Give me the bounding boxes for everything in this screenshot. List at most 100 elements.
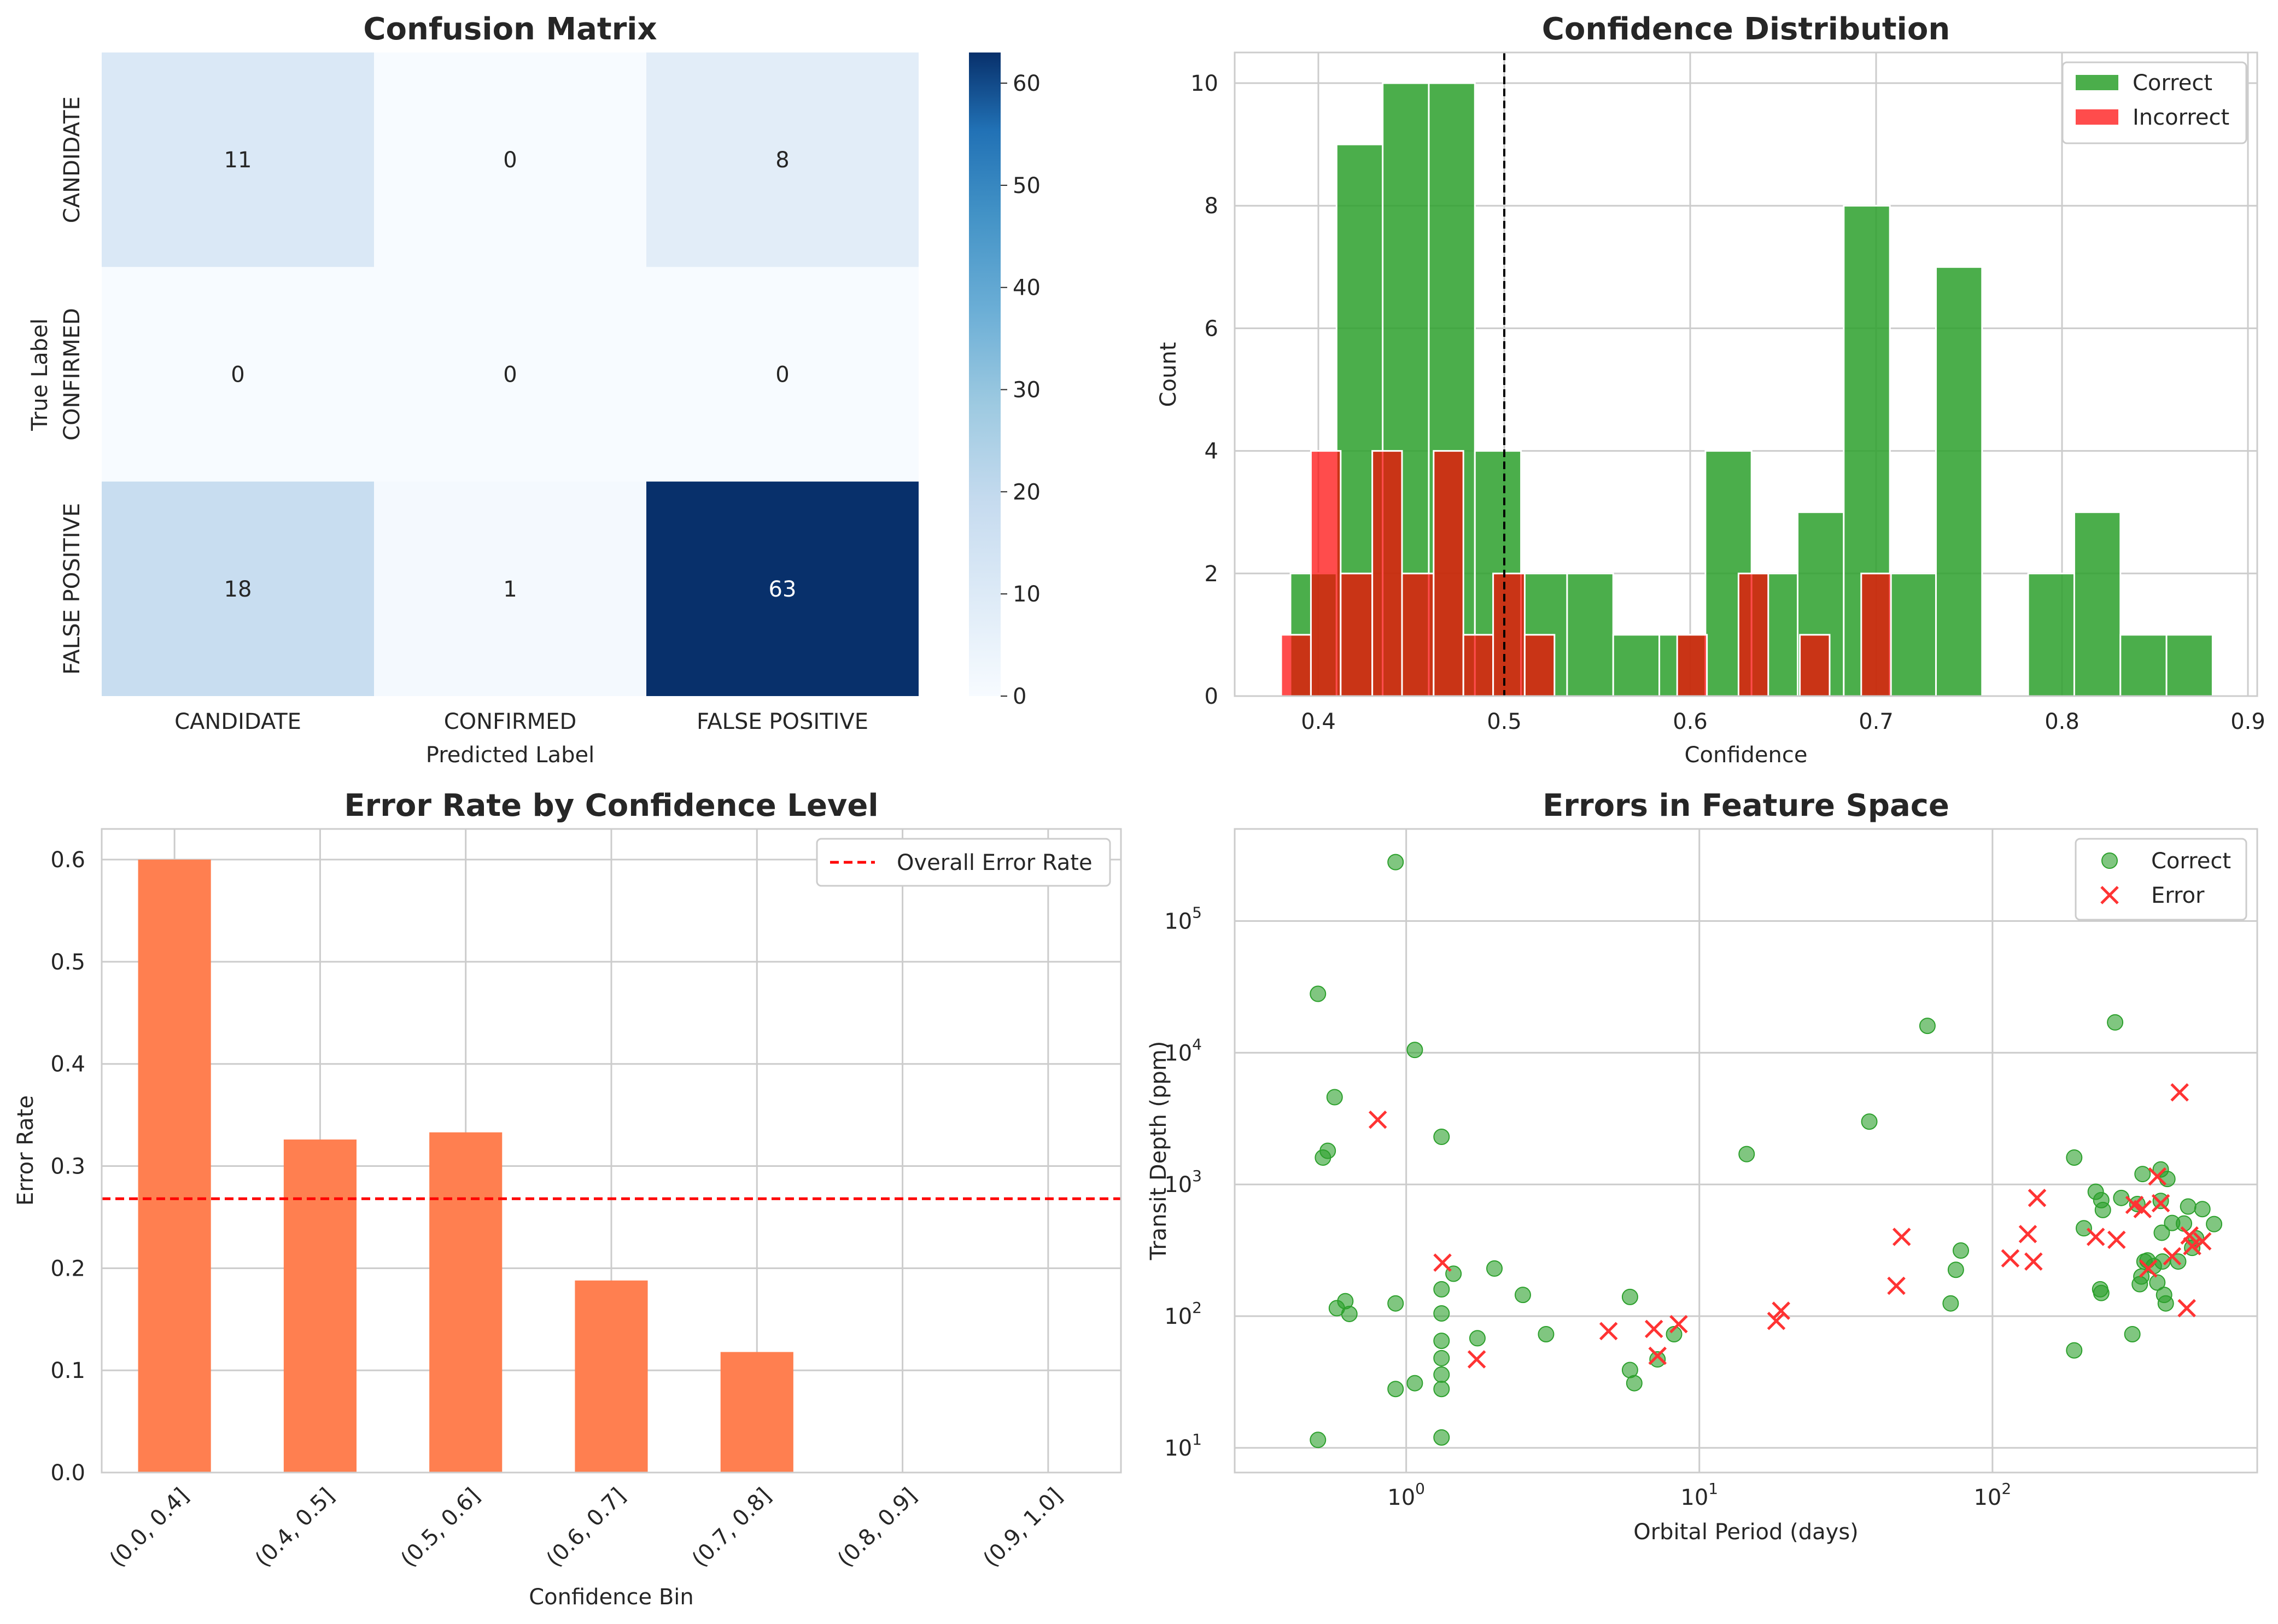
correct-point [1626,1375,1643,1392]
legend-swatch-incorrect [2076,109,2118,125]
y-tick-label: 0 [1205,684,1218,709]
correct-point [1947,1261,1964,1278]
correct-point [2153,1224,2170,1241]
x-tick-label: FALSE POSITIVE [697,709,868,734]
heatmap-cell [374,52,646,267]
confidence-distribution-title: Confidence Distribution [1542,11,1950,47]
error-rate-xlabel: Confidence Bin [529,1585,694,1610]
error-point [1772,1301,1790,1320]
error-rate-frame [101,828,1122,1474]
correct-point [2094,1201,2111,1218]
error-point [2163,1247,2182,1266]
correct-point [1326,1089,1343,1106]
colorbar-gradient [969,52,1001,696]
confidence-distribution-bars [1280,52,2213,697]
x-tick-label: (0.9, 1.0] [978,1483,1067,1573]
correct-bar [1566,573,1614,697]
error-point [2177,1299,2196,1318]
heatmap-cell-value: 63 [769,577,797,602]
error-rate-bar [575,1280,648,1473]
correct-point [2107,1014,2124,1031]
incorrect-bar [1280,634,1312,697]
legend-label-incorrect: Incorrect [2133,105,2229,130]
error-point [1467,1350,1486,1369]
incorrect-bar [1371,450,1403,697]
feature-space-points [1310,854,2223,1448]
error-point [2018,1225,2037,1243]
y-tick-label: 0.5 [50,950,85,975]
correct-point [1514,1287,1531,1304]
legend-label-scatter-correct: Correct [2151,849,2231,874]
correct-point [1538,1325,1555,1342]
correct-bar [1612,634,1661,697]
incorrect-bar [1523,634,1556,697]
heatmap-cell [102,52,374,267]
error-rate-bar [429,1132,503,1473]
confidence-distribution-panel: Confidence Distribution 0.4 0.5 0.6 0.7 0.8 0… [1156,11,2265,768]
correct-point [2149,1274,2166,1291]
error-point [2107,1230,2126,1249]
error-rate-bars [102,860,1121,1473]
heatmap-cell-value: 0 [775,363,789,388]
correct-point [1310,1432,1327,1448]
correct-point [1433,1350,1450,1366]
error-point [2183,1237,2201,1255]
correct-point [2066,1342,2083,1359]
y-tick-label: 4 [1205,439,1218,464]
legend-label-overall-error-rate: Overall Error Rate [897,850,1093,875]
confidence-distribution-legend: Correct Incorrect [2061,61,2247,144]
x-tick-label: (0.7, 0.8] [687,1483,776,1573]
correct-point [1433,1305,1450,1322]
correct-point [1433,1381,1450,1398]
correct-bar [2165,634,2213,697]
correct-point [2124,1325,2141,1342]
colorbar-tick-label: 20 [1013,480,1041,505]
error-rate-bar [283,1139,357,1473]
y-tick-label: 2 [1205,562,1218,587]
x-tick-label: 0.6 [1673,709,1708,734]
confidence-distribution-ylabel: Count [1156,342,1181,407]
colorbar-tick-label: 60 [1013,71,1041,96]
correct-point [2194,1201,2211,1218]
error-rate-title: Error Rate by Confidence Level [344,788,878,823]
x-tick-label: (0.8, 0.9] [833,1483,922,1573]
feature-space-ylabel: Transit Depth (ppm) [1146,1041,1171,1261]
y-tick-label: 10 [1190,71,1218,96]
y-tick-label: 0.6 [50,848,85,873]
y-tick-label: 105 [1164,903,1202,934]
correct-point [1952,1242,1969,1259]
y-tick-label: 104 [1164,1035,1202,1066]
correct-point [1433,1429,1450,1446]
legend-swatch-correct [2076,75,2118,90]
feature-space-x-ticks: 100 101 102 [1387,1480,2011,1510]
y-tick-label: 0.2 [50,1256,85,1281]
error-point [1887,1276,1906,1295]
confusion-matrix-ylabel: True Label [27,318,52,431]
correct-point [1621,1288,1638,1305]
colorbar-tick-label: 40 [1013,276,1041,301]
feature-space-frame [1234,828,2258,1474]
feature-space-grid [1235,829,2257,1473]
y-tick-label: CANDIDATE [60,96,85,223]
error-point [2133,1200,2152,1218]
x-tick-label: 0.5 [1487,709,1522,734]
confidence-distribution-x-ticks: 0.4 0.5 0.6 0.7 0.8 0.9 [1301,709,2265,734]
correct-point [1406,1042,1423,1059]
y-tick-label: 6 [1205,316,1218,341]
correct-point [1433,1333,1450,1350]
error-point [2139,1259,2158,1278]
x-tick-label: (0.6, 0.7] [542,1483,631,1573]
incorrect-bar [1433,450,1464,697]
x-tick-label: 0.9 [2230,709,2265,734]
confusion-matrix-x-ticks: CANDIDATE CONFIRMED FALSE POSITIVE [174,709,868,734]
error-point [2028,1189,2047,1207]
incorrect-bar [1799,634,1831,697]
correct-point [2093,1284,2110,1301]
error-point [1767,1311,1786,1330]
confusion-matrix-xlabel: Predicted Label [426,743,594,768]
correct-point [1469,1330,1486,1347]
x-tick-label: (0.0, 0.4] [105,1483,194,1573]
correct-bar [1935,266,1983,697]
correct-point [1433,1281,1450,1298]
incorrect-bar [1462,634,1494,697]
